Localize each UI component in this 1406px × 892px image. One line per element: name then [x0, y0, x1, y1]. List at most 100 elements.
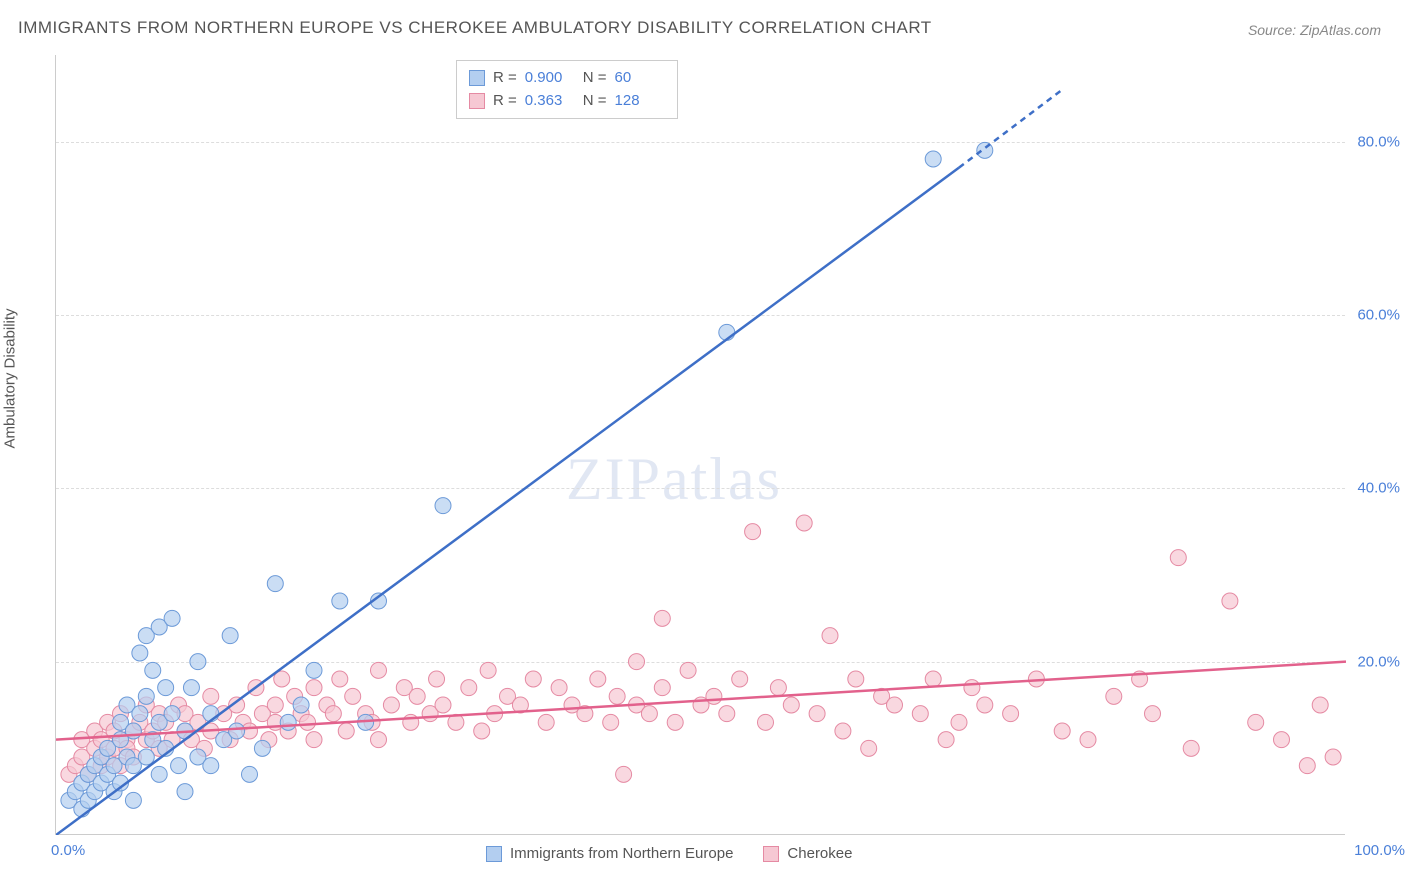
y-axis-label: Ambulatory Disability: [2, 308, 19, 448]
r-label: R =: [493, 67, 517, 90]
data-point-northern_europe: [177, 784, 193, 800]
data-point-cherokee: [306, 680, 322, 696]
n-value-1: 128: [615, 90, 665, 113]
data-point-cherokee: [667, 714, 683, 730]
y-tick-label: 60.0%: [1357, 307, 1400, 324]
data-point-cherokee: [912, 706, 928, 722]
scatter-plot: [56, 55, 1346, 835]
data-point-cherokee: [925, 671, 941, 687]
data-point-cherokee: [1248, 714, 1264, 730]
data-point-cherokee: [1299, 758, 1315, 774]
data-point-cherokee: [796, 515, 812, 531]
data-point-cherokee: [461, 680, 477, 696]
data-point-cherokee: [1106, 688, 1122, 704]
data-point-cherokee: [822, 628, 838, 644]
data-point-cherokee: [345, 688, 361, 704]
data-point-northern_europe: [164, 610, 180, 626]
data-point-cherokee: [1222, 593, 1238, 609]
r-label: R =: [493, 90, 517, 113]
data-point-cherokee: [325, 706, 341, 722]
data-point-northern_europe: [164, 706, 180, 722]
data-point-cherokee: [848, 671, 864, 687]
data-point-northern_europe: [435, 498, 451, 514]
data-point-northern_europe: [132, 706, 148, 722]
data-point-cherokee: [629, 654, 645, 670]
data-point-cherokee: [525, 671, 541, 687]
data-point-cherokee: [603, 714, 619, 730]
legend-label-0: Immigrants from Northern Europe: [510, 845, 733, 862]
data-point-cherokee: [409, 688, 425, 704]
data-point-cherokee: [480, 662, 496, 678]
data-point-northern_europe: [306, 662, 322, 678]
data-point-cherokee: [267, 697, 283, 713]
data-point-northern_europe: [171, 758, 187, 774]
data-point-cherokee: [616, 766, 632, 782]
data-point-cherokee: [371, 732, 387, 748]
stats-row-0: R = 0.900 N = 60: [469, 67, 665, 90]
data-point-cherokee: [654, 680, 670, 696]
data-point-northern_europe: [151, 766, 167, 782]
data-point-northern_europe: [132, 645, 148, 661]
data-point-cherokee: [1183, 740, 1199, 756]
y-tick-label: 40.0%: [1357, 480, 1400, 497]
swatch-northern-europe: [469, 70, 485, 86]
data-point-northern_europe: [138, 688, 154, 704]
data-point-cherokee: [306, 732, 322, 748]
data-point-cherokee: [887, 697, 903, 713]
data-point-northern_europe: [332, 593, 348, 609]
chart-title: IMMIGRANTS FROM NORTHERN EUROPE VS CHERO…: [18, 18, 932, 38]
data-point-cherokee: [1312, 697, 1328, 713]
trend-line: [56, 662, 1346, 740]
data-point-cherokee: [861, 740, 877, 756]
legend-item-0: Immigrants from Northern Europe: [486, 845, 733, 862]
source-label: Source: ZipAtlas.com: [1248, 22, 1381, 38]
data-point-cherokee: [719, 706, 735, 722]
data-point-cherokee: [429, 671, 445, 687]
data-point-cherokee: [835, 723, 851, 739]
trend-line: [959, 90, 1062, 168]
data-point-cherokee: [1003, 706, 1019, 722]
data-point-northern_europe: [203, 758, 219, 774]
data-point-northern_europe: [125, 723, 141, 739]
x-tick-right: 100.0%: [1354, 842, 1405, 859]
data-point-cherokee: [383, 697, 399, 713]
data-point-northern_europe: [293, 697, 309, 713]
data-point-northern_europe: [183, 680, 199, 696]
n-label: N =: [583, 90, 607, 113]
chart-container: IMMIGRANTS FROM NORTHERN EUROPE VS CHERO…: [0, 0, 1406, 892]
y-tick-label: 80.0%: [1357, 133, 1400, 150]
data-point-cherokee: [300, 714, 316, 730]
data-point-northern_europe: [125, 792, 141, 808]
data-point-cherokee: [332, 671, 348, 687]
data-point-cherokee: [745, 524, 761, 540]
data-point-cherokee: [1145, 706, 1161, 722]
plot-area: ZIPatlas 20.0%40.0%60.0%80.0% 0.0% 100.0…: [55, 55, 1345, 835]
data-point-cherokee: [538, 714, 554, 730]
data-point-cherokee: [758, 714, 774, 730]
y-tick-label: 20.0%: [1357, 653, 1400, 670]
data-point-cherokee: [1054, 723, 1070, 739]
data-point-northern_europe: [925, 151, 941, 167]
data-point-cherokee: [770, 680, 786, 696]
data-point-cherokee: [1080, 732, 1096, 748]
data-point-northern_europe: [254, 740, 270, 756]
data-point-northern_europe: [229, 723, 245, 739]
data-point-cherokee: [474, 723, 490, 739]
data-point-cherokee: [641, 706, 657, 722]
data-point-cherokee: [609, 688, 625, 704]
data-point-cherokee: [951, 714, 967, 730]
n-value-0: 60: [615, 67, 665, 90]
swatch-cherokee: [469, 93, 485, 109]
r-value-0: 0.900: [525, 67, 575, 90]
data-point-northern_europe: [145, 662, 161, 678]
data-point-northern_europe: [158, 680, 174, 696]
data-point-cherokee: [783, 697, 799, 713]
stats-legend: R = 0.900 N = 60 R = 0.363 N = 128: [456, 60, 678, 119]
data-point-cherokee: [203, 688, 219, 704]
data-point-cherokee: [977, 697, 993, 713]
data-point-northern_europe: [267, 576, 283, 592]
data-point-cherokee: [1325, 749, 1341, 765]
series-legend: Immigrants from Northern Europe Cherokee: [486, 845, 852, 862]
data-point-cherokee: [654, 610, 670, 626]
data-point-cherokee: [706, 688, 722, 704]
